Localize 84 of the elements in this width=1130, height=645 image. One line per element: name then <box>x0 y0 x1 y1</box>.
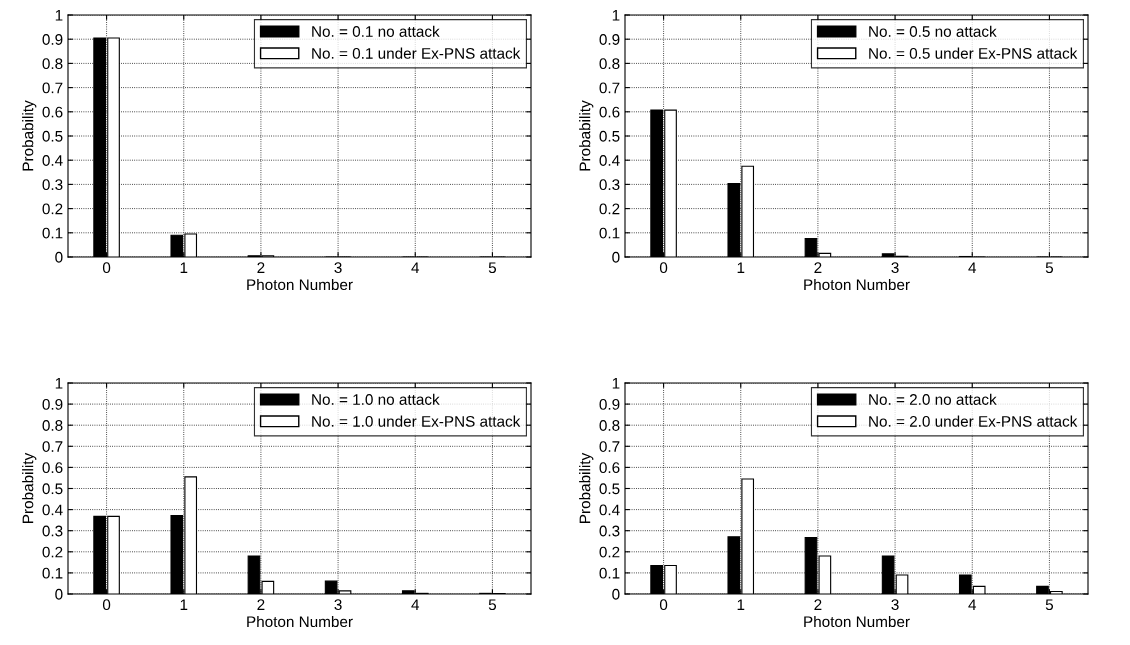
y-tick-label: 0.8 <box>599 420 620 431</box>
y-tick-label: 0.7 <box>42 441 63 452</box>
y-axis-title: Probability <box>22 100 37 171</box>
y-tick-label: 0.4 <box>42 155 63 166</box>
y-tick-label: 0.1 <box>599 227 620 239</box>
y-tick-label: 0.1 <box>599 567 620 579</box>
y-tick-label: 0.2 <box>599 203 620 215</box>
y-tick-label: 0.9 <box>42 398 63 410</box>
y-tick-label: 1 <box>55 10 63 21</box>
x-tick-label: 1 <box>180 599 188 610</box>
legend-label: No. = 0.1 no attack <box>312 25 440 37</box>
legend-label: No. = 2.0 under Ex-PNS attack <box>869 415 1078 427</box>
y-tick-label: 0.2 <box>42 546 63 558</box>
x-axis-title: Photon Number <box>804 615 910 628</box>
y-tick-label: 0.4 <box>599 504 620 516</box>
y-tick-label: 0.3 <box>599 179 620 191</box>
legend-label: No. = 1.0 no attack <box>312 393 440 405</box>
y-tick-label: 0.6 <box>42 106 63 118</box>
x-tick-label: 0 <box>659 599 668 611</box>
y-tick-label: 0.9 <box>42 34 63 45</box>
y-axis-title: Probability <box>579 452 594 523</box>
y-tick-label: 1 <box>612 10 620 21</box>
y-tick-label: 0.7 <box>42 82 63 94</box>
y-tick-label: 0.5 <box>42 483 63 495</box>
legend-label: No. = 0.5 no attack <box>869 25 997 37</box>
x-tick-label: 5 <box>488 599 497 611</box>
x-tick-label: 3 <box>334 599 342 611</box>
x-tick-label: 4 <box>411 599 420 610</box>
y-tick-label: 0.7 <box>599 82 620 94</box>
y-axis-title: Probability <box>22 452 37 523</box>
x-axis-title: Photon Number <box>247 278 353 291</box>
y-tick-label: 0.5 <box>42 130 63 142</box>
x-tick-label: 2 <box>814 599 822 610</box>
y-tick-label: 0.6 <box>599 106 620 118</box>
x-tick-label: 1 <box>737 599 745 610</box>
y-tick-label: 1 <box>612 378 620 389</box>
y-tick-label: 0.4 <box>42 504 63 516</box>
y-tick-label: 0 <box>612 588 620 600</box>
y-tick-label: 1 <box>55 378 63 389</box>
y-tick-label: 0.3 <box>42 179 63 191</box>
y-axis-title: Probability <box>579 100 594 171</box>
x-tick-label: 1 <box>737 262 745 273</box>
x-tick-label: 2 <box>814 262 822 273</box>
x-tick-label: 4 <box>411 262 420 273</box>
y-tick-label: 0.1 <box>42 567 63 579</box>
y-tick-label: 0.6 <box>42 462 63 474</box>
y-tick-label: 0.1 <box>42 227 63 239</box>
x-tick-label: 1 <box>180 262 188 273</box>
y-tick-label: 0.7 <box>599 441 620 452</box>
y-tick-label: 0.5 <box>599 130 620 142</box>
x-axis-title: Photon Number <box>247 615 353 628</box>
y-tick-label: 0.3 <box>42 525 63 537</box>
x-tick-label: 0 <box>102 599 111 611</box>
x-tick-label: 3 <box>334 262 342 274</box>
x-tick-label: 5 <box>1045 262 1054 274</box>
legend-label: No. = 1.0 under Ex-PNS attack <box>312 415 521 427</box>
x-tick-label: 4 <box>968 262 977 273</box>
x-tick-label: 2 <box>257 262 265 273</box>
x-tick-label: 5 <box>488 262 497 274</box>
y-tick-label: 0 <box>612 251 620 263</box>
y-tick-label: 0.6 <box>599 462 620 474</box>
y-tick-label: 0.8 <box>42 58 63 70</box>
y-tick-label: 0 <box>55 588 63 600</box>
x-tick-label: 0 <box>102 262 111 274</box>
x-tick-label: 0 <box>659 262 668 274</box>
y-tick-label: 0.3 <box>599 525 620 537</box>
y-tick-label: 0.4 <box>599 155 620 166</box>
y-tick-label: 0.8 <box>42 420 63 431</box>
y-tick-label: 0.2 <box>599 546 620 558</box>
x-axis-title: Photon Number <box>804 278 910 291</box>
legend-label: No. = 2.0 no attack <box>869 393 997 405</box>
legend-label: No. = 0.5 under Ex-PNS attack <box>869 47 1078 59</box>
x-tick-label: 3 <box>891 599 899 611</box>
y-tick-label: 0.9 <box>599 34 620 45</box>
x-tick-label: 3 <box>891 262 899 274</box>
legend-label: No. = 0.1 under Ex-PNS attack <box>312 47 521 59</box>
y-tick-label: 0.9 <box>599 398 620 410</box>
y-tick-label: 0.5 <box>599 483 620 495</box>
x-tick-label: 4 <box>968 599 977 610</box>
y-tick-label: 0.2 <box>42 203 63 215</box>
y-tick-label: 0 <box>55 251 63 263</box>
y-tick-label: 0.8 <box>599 58 620 70</box>
x-tick-label: 2 <box>257 599 265 610</box>
x-tick-label: 5 <box>1045 599 1054 611</box>
